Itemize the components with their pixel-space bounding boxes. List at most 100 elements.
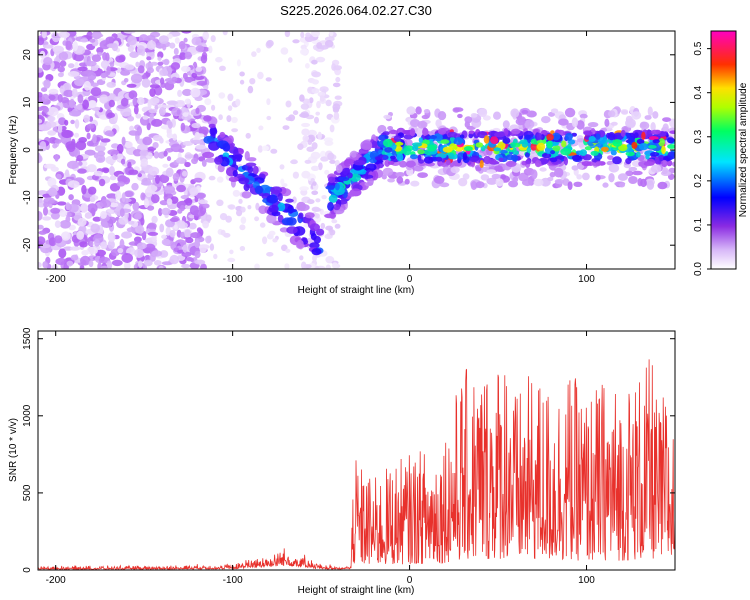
heatmap-cell [131,182,139,191]
heatmap-cell [42,107,50,113]
heatmap-cell [307,139,313,145]
heatmap-cell [54,220,61,228]
heatmap-cell [43,79,51,89]
heatmap-cell [301,122,311,128]
heatmap-cell [259,222,266,228]
heatmap-cell [530,142,537,151]
heatmap-cell [74,132,79,138]
heatmap-cell [551,132,561,141]
heatmap-cell [672,161,675,167]
heatmap-cell [117,248,124,254]
heatmap-cell [89,38,96,43]
heatmap-cell [246,157,257,162]
heatmap-cell [233,154,241,162]
heatmap-cell [72,41,79,52]
heatmap-cell [371,140,378,149]
heatmap-cell [382,167,394,176]
heatmap-cell [174,37,180,44]
heatmap-cell [445,159,451,166]
heatmap-cell [226,115,232,123]
heatmap-cell [215,56,223,63]
heatmap-cell [590,150,599,156]
heatmap-cell [309,242,320,249]
heatmap-cell [188,222,197,230]
heatmap-cell [625,170,634,177]
heatmap-cell [112,154,118,161]
heatmap-cell [621,110,629,115]
heatmap-cell [176,109,181,115]
heatmap-cell [161,238,171,246]
heatmap-cell [325,99,332,107]
heatmap-cell [42,261,48,269]
heatmap-cell [308,78,316,84]
heatmap-cell [202,151,215,159]
heatmap-cell [146,56,152,61]
heatmap-cell [178,40,186,50]
heatmap-cell [149,97,160,105]
heatmap-cell [51,264,59,269]
heatmap-cell [658,138,665,147]
heatmap-cell [218,92,226,99]
heatmap-cell [463,146,473,152]
heatmap-cell [222,152,230,158]
heatmap-cell [231,116,238,124]
heatmap-cell [56,173,62,180]
heatmap-cell [58,117,67,126]
heatmap-cell [423,156,434,164]
heatmap-cell [648,136,659,141]
heatmap-cell [262,236,268,245]
heatmap-cell [144,187,153,198]
heatmap-cell [418,159,425,164]
heatmap-cell [302,237,308,243]
heatmap-cell [493,111,501,120]
heatmap-cell [158,208,163,217]
heatmap-cell [166,100,178,105]
heatmap-cell [210,35,216,43]
heatmap-cell [475,181,485,189]
heatmap-cell [134,236,142,243]
heatmap-cell [422,127,428,136]
heatmap-cell [167,121,173,129]
heatmap-cell [191,157,198,165]
heatmap-cell [151,118,163,127]
heatmap-cell [52,45,64,54]
heatmap-cell [140,158,149,167]
heatmap-cell [228,176,239,182]
heatmap-cell [119,208,125,218]
heatmap-cell [255,202,260,211]
heatmap-cell [265,77,272,82]
heatmap-cell [266,213,277,224]
heatmap-cell [284,263,290,269]
heatmap-cell [57,72,64,78]
heatmap-cell [409,119,421,128]
heatmap-cell [290,159,298,165]
heatmap-cell [607,132,616,141]
heatmap-cell [417,172,428,179]
heatmap-cell [151,250,163,257]
heatmap-x-tick-label: 100 [578,274,595,285]
heatmap-cell [120,158,126,165]
heatmap-cell [315,111,321,116]
heatmap-cell [333,65,343,71]
heatmap-cell [157,151,166,159]
heatmap-cell [470,181,478,190]
heatmap-cell [550,130,555,135]
heatmap-cell [571,155,582,161]
heatmap-cell [650,164,662,173]
heatmap-cell [261,145,269,151]
heatmap-cell [618,144,628,152]
heatmap-cell [180,122,186,132]
heatmap-cell [80,255,91,266]
heatmap-cell [38,211,43,221]
heatmap-cell [202,31,209,41]
heatmap-cell [608,110,616,118]
heatmap-cell [193,177,203,183]
heatmap-cell [208,141,220,151]
heatmap-cell [300,44,307,50]
heatmap-cell [298,212,304,219]
heatmap-cell [515,117,526,126]
heatmap-cell [137,173,142,178]
heatmap-cell [633,132,639,139]
heatmap-cell [89,100,97,109]
heatmap-cell [632,170,643,176]
